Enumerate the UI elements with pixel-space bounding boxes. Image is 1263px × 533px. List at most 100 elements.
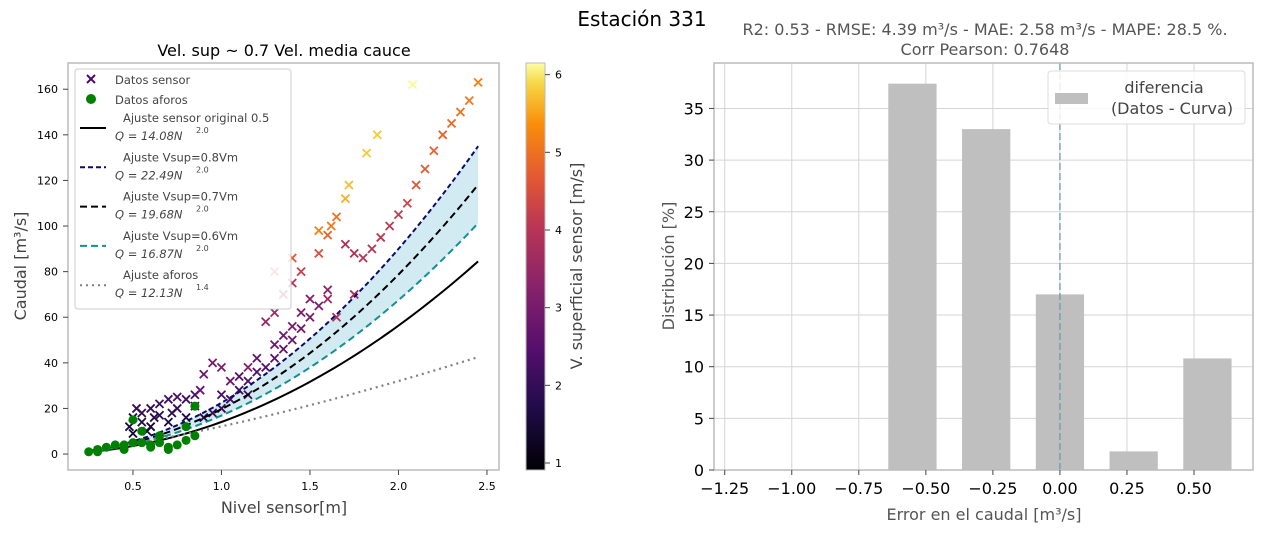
y-tick-label: 80: [44, 266, 58, 279]
legend-equation: Q = 14.08N: [115, 129, 183, 143]
sensor-point: [207, 358, 218, 368]
aforo-point: [101, 442, 111, 452]
aforo-point: [190, 431, 200, 441]
x-tick-label: 1.0: [213, 480, 231, 493]
aforo-point: [119, 444, 129, 454]
colorbar-gradient: [525, 62, 546, 471]
legend-equation: Q = 22.49N: [115, 168, 183, 182]
aforo-point: [84, 447, 94, 457]
legend-label: Ajuste Vsup=0.6Vm: [123, 229, 238, 243]
sensor-point: [393, 209, 404, 220]
sensor-point: [402, 198, 412, 208]
colorbar-tick-label: 4: [555, 224, 562, 237]
sensor-point: [331, 312, 342, 322]
sensor-point: [349, 248, 359, 259]
y-tick-label: 160: [37, 83, 58, 96]
colorbar-tick-label: 5: [555, 146, 562, 159]
y-tick-label: 25: [684, 203, 704, 222]
aforo-point: [110, 440, 120, 450]
aforo-point: [163, 444, 173, 454]
sensor-point: [199, 412, 209, 423]
y-tick-label: 0: [51, 448, 58, 461]
histogram-bar: [962, 129, 1011, 470]
legend-label: Datos aforos: [115, 93, 188, 107]
sensor-point: [314, 248, 324, 259]
sensor-point: [305, 312, 315, 322]
x-tick-label: 2.5: [478, 480, 496, 493]
sensor-point: [340, 239, 350, 249]
sensor-point: [323, 230, 333, 240]
sensor-point: [296, 266, 306, 277]
aforo-point: [137, 438, 147, 448]
sensor-point: [154, 410, 165, 420]
aforo-point: [181, 435, 191, 445]
x-tick-label: −0.75: [834, 479, 883, 498]
colorbar: 1 2 3 4 5 6 V. superficial sensor [m/s]: [525, 62, 586, 471]
right-chart: R2: 0.53 - RMSE: 4.39 m³/s - MAE: 2.58 m…: [659, 20, 1254, 524]
sensor-point: [455, 107, 466, 117]
sensor-point: [446, 118, 457, 129]
sensor-point: [128, 428, 138, 439]
legend-exponent: 2.0: [196, 165, 209, 174]
histogram-bar: [888, 83, 937, 470]
colorbar-tick-label: 6: [555, 69, 562, 82]
sensor-point: [384, 221, 395, 231]
y-tick-label: 40: [44, 357, 58, 370]
legend-sensor-marker: [86, 74, 96, 84]
sensor-point: [361, 148, 372, 158]
sensor-point: [473, 77, 483, 88]
sensor-point: [146, 403, 156, 414]
legend-exponent: 1.4: [196, 283, 209, 292]
sensor-point: [411, 180, 421, 190]
sensor-point: [195, 385, 205, 395]
sensor-point: [167, 408, 177, 418]
aforo-point: [128, 438, 138, 448]
legend-equation: Q = 12.13N: [115, 286, 183, 300]
y-tick-label: 100: [37, 220, 58, 233]
aforo-point: [190, 401, 200, 411]
sensor-point: [407, 80, 418, 90]
fit-line-vsup-0.6: [88, 222, 479, 453]
right-legend: diferencia (Datos - Curva): [1047, 70, 1246, 125]
right-xlabel: Error en el caudal [m³/s]: [887, 505, 1082, 524]
fit-line-vsup-0.8: [88, 145, 479, 452]
sensor-point: [464, 95, 474, 106]
legend-bar-swatch: [1055, 93, 1088, 104]
y-tick-label: 20: [44, 402, 58, 415]
sensor-point: [331, 212, 342, 222]
sensor-point: [420, 164, 430, 174]
aforo-point: [146, 442, 156, 452]
left-chart-title: Vel. sup ~ 0.7 Vel. media cauce: [157, 41, 410, 60]
x-tick-label: −1.00: [767, 479, 816, 498]
colorbar-tick-label: 2: [555, 379, 562, 392]
x-tick-label: 0.50: [1176, 479, 1212, 498]
y-tick-label: 30: [684, 151, 704, 170]
legend-equation: Q = 16.87N: [115, 247, 183, 261]
x-tick-label: 0.00: [1042, 479, 1078, 498]
sensor-point: [314, 301, 324, 311]
sensor-point: [376, 232, 386, 243]
sensor-point: [358, 253, 368, 263]
sensor-point: [163, 417, 173, 427]
aforo-point: [172, 440, 182, 450]
legend-label: Ajuste Vsup=0.7Vm: [123, 190, 238, 204]
aforo-point: [155, 431, 165, 441]
sensor-point: [305, 294, 315, 304]
sensor-point: [372, 130, 382, 140]
sensor-point: [225, 376, 235, 386]
x-tick-label: 0.5: [124, 480, 142, 493]
suptitle: Estación 331: [577, 7, 706, 31]
right-axes-frame: [713, 62, 1254, 471]
sensor-point: [172, 392, 182, 402]
legend-exponent: 2.0: [196, 205, 209, 214]
legend-label: Datos sensor: [115, 73, 190, 87]
legend-label: Ajuste aforos: [123, 268, 198, 282]
legend-exponent: 2.0: [196, 126, 209, 135]
aforo-point: [93, 447, 103, 457]
y-tick-label: 15: [684, 306, 704, 325]
legend-label-line1: diferencia: [1124, 78, 1203, 97]
left-ylabel: Caudal [m³/s]: [11, 212, 30, 321]
left-xlabel: Nivel sensor[m]: [221, 498, 347, 517]
sensor-point: [234, 371, 244, 382]
